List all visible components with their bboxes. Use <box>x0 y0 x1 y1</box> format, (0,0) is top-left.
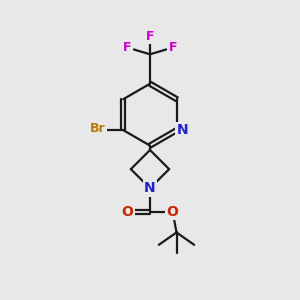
Text: F: F <box>168 41 177 55</box>
Text: O: O <box>167 205 178 219</box>
Text: Br: Br <box>90 122 105 135</box>
Text: F: F <box>146 30 154 43</box>
Text: F: F <box>123 41 132 55</box>
Text: N: N <box>176 123 188 137</box>
Text: N: N <box>144 181 156 195</box>
Text: O: O <box>122 205 133 219</box>
